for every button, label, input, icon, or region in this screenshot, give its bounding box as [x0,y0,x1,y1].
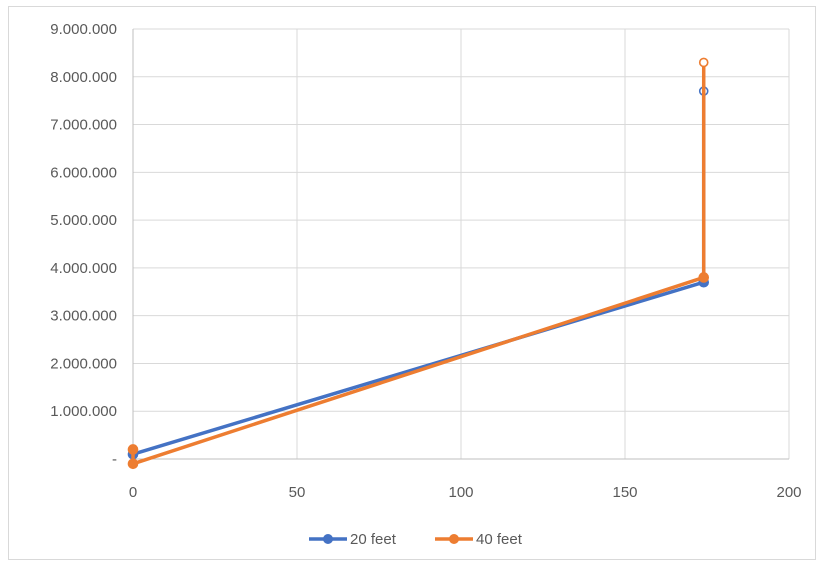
y-tick-label: 5.000.000 [50,212,117,229]
x-tick-label: 200 [776,484,801,501]
y-tick-label: 6.000.000 [50,164,117,181]
legend-label: 20 feet [350,531,397,548]
data-point [129,459,138,468]
legend-label: 40 feet [476,531,523,548]
data-point [699,273,708,282]
y-tick-label: 2.000.000 [50,355,117,372]
series-line-2 [133,62,704,463]
y-tick-label: 8.000.000 [50,69,117,86]
data-point [700,58,708,66]
y-tick-label: 9.000.000 [50,21,117,38]
x-tick-label: 100 [448,484,473,501]
y-tick-label: - [112,451,117,468]
x-tick-label: 50 [289,484,306,501]
legend-marker [324,535,333,544]
y-tick-label: 1.000.000 [50,403,117,420]
data-point [129,445,138,454]
x-tick-label: 150 [612,484,637,501]
y-tick-label: 7.000.000 [50,117,117,134]
series-line-1 [133,91,704,454]
x-tick-label: 0 [129,484,137,501]
y-tick-label: 4.000.000 [50,260,117,277]
y-tick-label: 3.000.000 [50,308,117,325]
legend-marker [450,535,459,544]
